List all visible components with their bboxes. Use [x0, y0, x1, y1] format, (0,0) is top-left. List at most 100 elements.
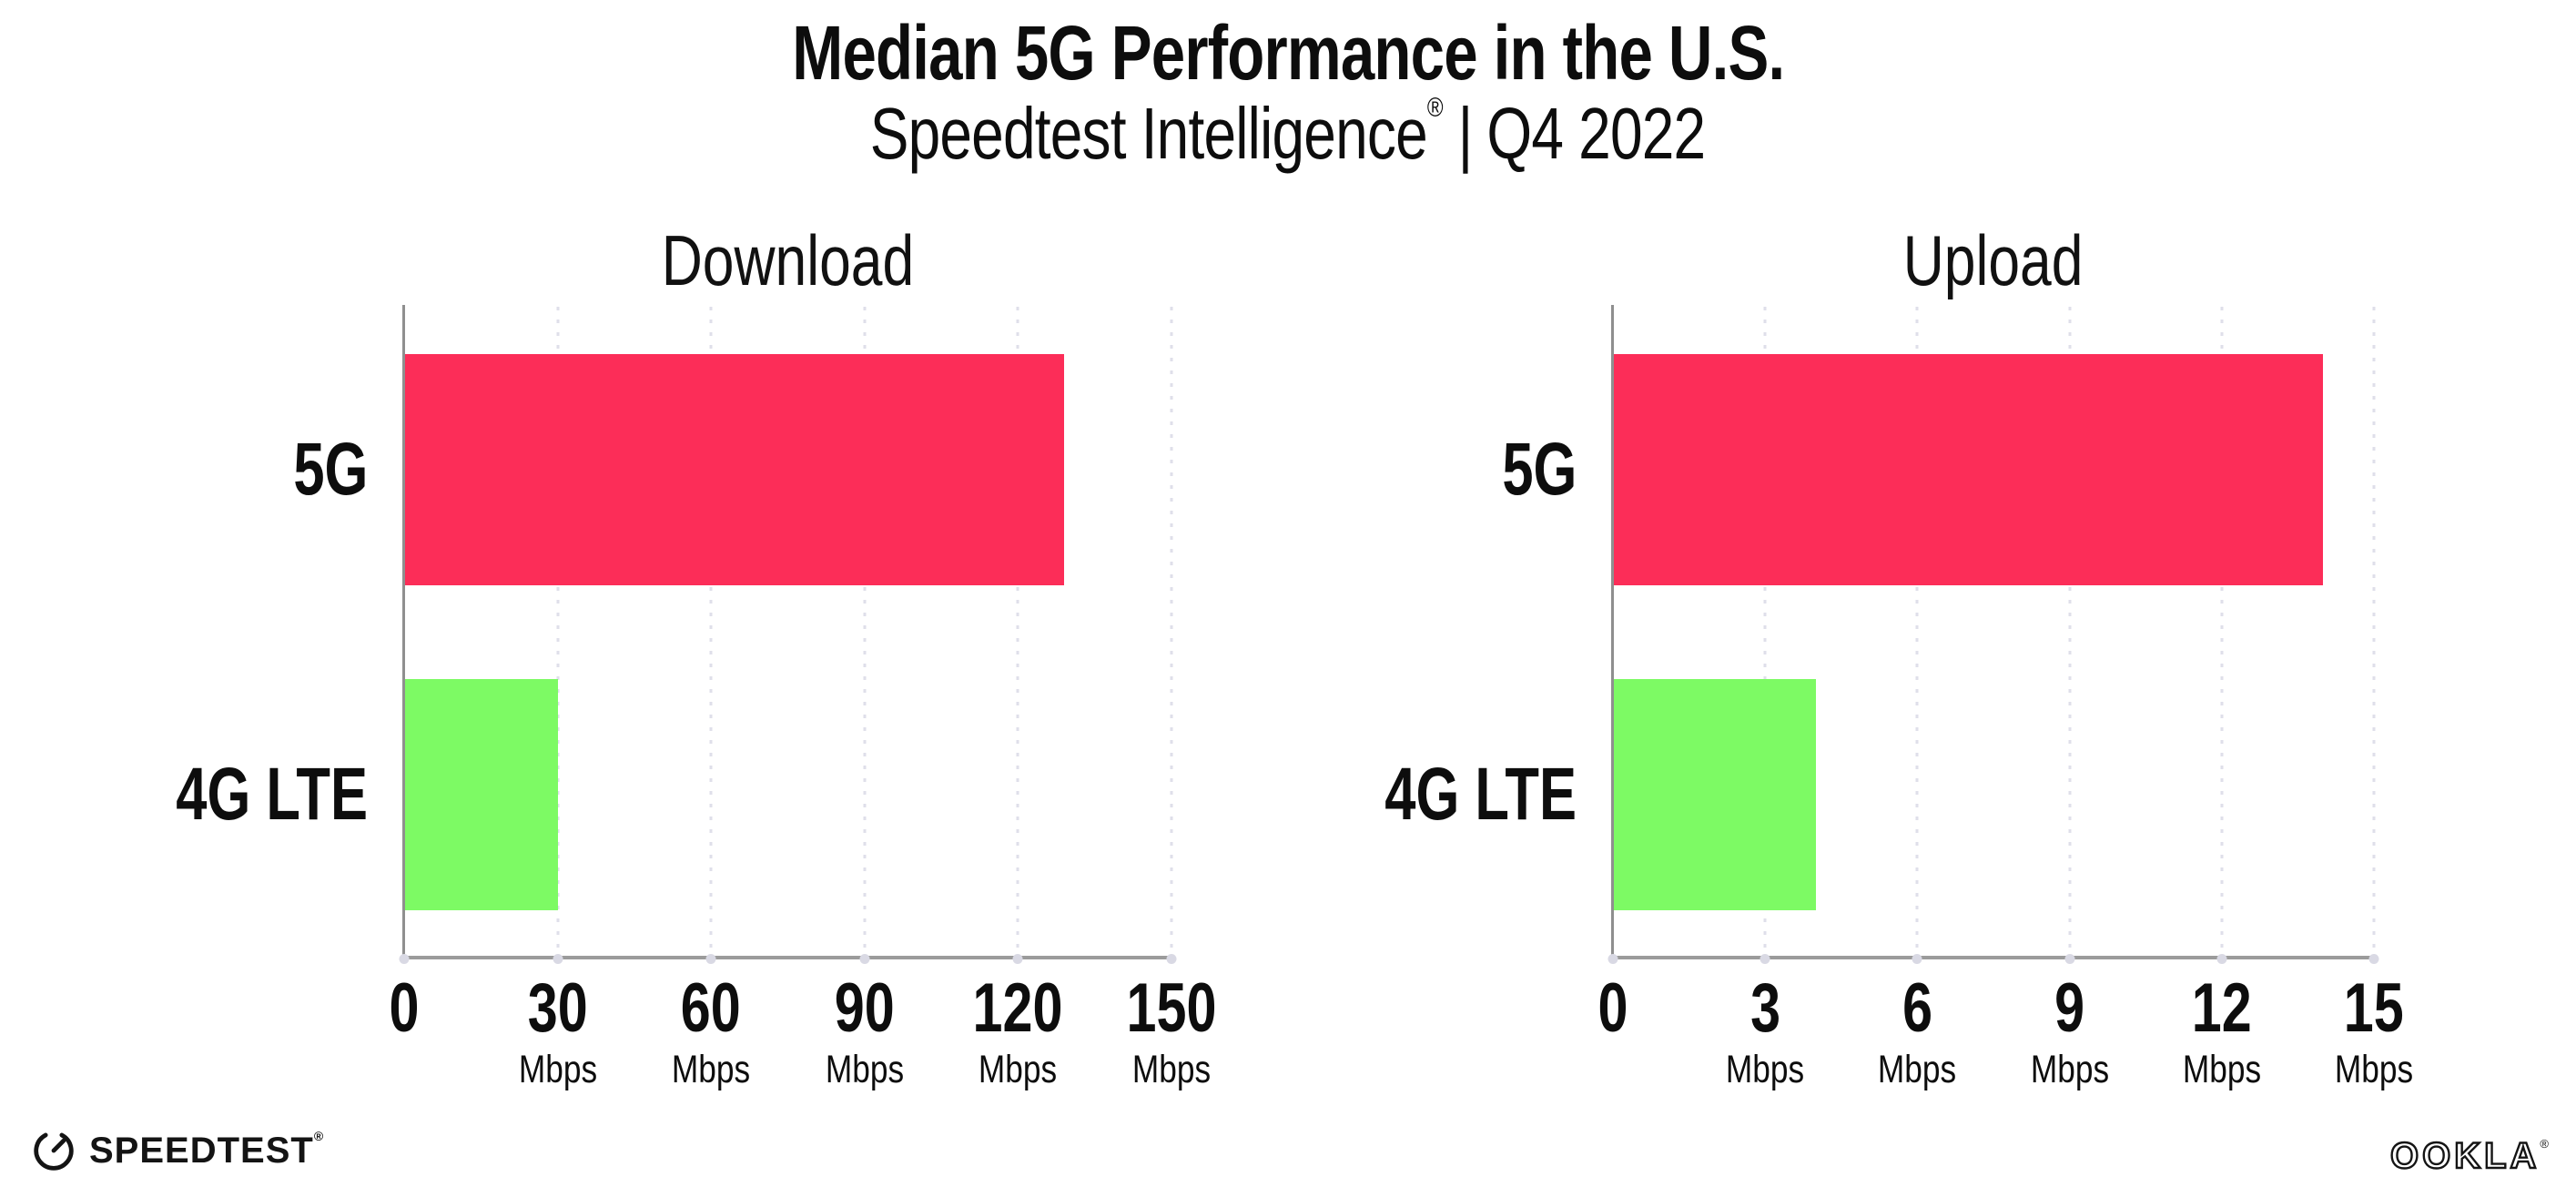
- tick-mark: [553, 954, 563, 964]
- x-tick-number: 9: [2054, 969, 2085, 1047]
- tick-mark: [1607, 954, 1618, 964]
- chart-title-download: Download: [404, 219, 1171, 301]
- tick-mark: [1912, 954, 1922, 964]
- x-tick-unit: Mbps: [2334, 1048, 2414, 1091]
- category-label-text: 5G: [1501, 427, 1577, 511]
- x-tick-unit: Mbps: [2182, 1048, 2261, 1091]
- x-tick-number: 120: [972, 969, 1063, 1047]
- category-label-text: 4G LTE: [1384, 753, 1577, 837]
- subtitle-period: Q4 2022: [1486, 93, 1707, 174]
- x-tick-label: 0: [385, 974, 423, 1043]
- x-tick-number: 15: [2344, 969, 2404, 1047]
- x-tick-number: 30: [527, 969, 588, 1047]
- x-tick-label: 60 Mbps: [664, 974, 759, 1090]
- chart-title-upload: Upload: [1613, 219, 2374, 301]
- gridline: [2372, 307, 2376, 958]
- x-tick-number: 6: [1902, 969, 1932, 1047]
- gridline: [2220, 307, 2224, 958]
- x-tick-label: 9 Mbps: [2022, 974, 2117, 1090]
- gridline: [1915, 307, 1919, 958]
- tick-mark: [2216, 954, 2227, 964]
- x-tick-label: 3 Mbps: [1718, 974, 1813, 1090]
- bar-4g-lte: [1613, 679, 1816, 911]
- subtitle-brand: Speedtest Intelligence: [870, 93, 1428, 174]
- x-tick-label: 90 Mbps: [816, 974, 912, 1090]
- tick-mark: [705, 954, 716, 964]
- y-axis-line: [402, 305, 405, 958]
- x-tick-label: 0: [1594, 974, 1632, 1043]
- x-tick-label: 15 Mbps: [2326, 974, 2421, 1090]
- y-axis-line: [1611, 305, 1614, 958]
- y-axis-labels: 5G 4G LTE: [95, 307, 368, 958]
- category-label-text: 5G: [292, 427, 368, 511]
- x-tick-number: 150: [1126, 969, 1217, 1047]
- gridline: [863, 307, 867, 958]
- x-tick-unit: Mbps: [672, 1048, 751, 1091]
- x-tick-unit: Mbps: [1878, 1048, 1957, 1091]
- x-tick-unit: Mbps: [518, 1048, 597, 1091]
- x-tick-unit: Mbps: [979, 1048, 1058, 1091]
- gridline: [709, 307, 713, 958]
- speedtest-gauge-icon: [34, 1132, 74, 1171]
- x-axis: 0 30 Mbps 60 Mbps 90 Mbps 120 Mbps 150 Mbps: [390, 974, 1217, 1120]
- x-axis-line: [402, 956, 1173, 959]
- gridline: [556, 307, 560, 958]
- gridline: [2068, 307, 2072, 958]
- speedtest-logo: SPEEDTEST®: [31, 1127, 323, 1172]
- bar-5g: [404, 353, 1064, 585]
- x-tick-label: 6 Mbps: [1870, 974, 1965, 1090]
- plot-area: [399, 305, 1177, 964]
- x-tick-number: 12: [2191, 969, 2252, 1047]
- bar-4g-lte: [404, 679, 558, 911]
- category-label: 5G: [269, 427, 368, 512]
- x-tick-number: 3: [1749, 969, 1780, 1047]
- x-tick-unit: Mbps: [1131, 1048, 1212, 1091]
- x-tick-number: 90: [834, 969, 895, 1047]
- category-label: 4G LTE: [1321, 752, 1577, 837]
- x-tick-unit: Mbps: [1726, 1048, 1805, 1091]
- x-tick-number: 60: [681, 969, 742, 1047]
- ookla-logo: OOKLA®: [2389, 1135, 2549, 1177]
- subtitle: Speedtest Intelligence® | Q4 2022: [0, 92, 2576, 176]
- speedtest-wordmark: SPEEDTEST®: [89, 1129, 323, 1172]
- x-tick-label: 120 Mbps: [960, 974, 1076, 1090]
- category-label: 4G LTE: [112, 752, 368, 837]
- registered-trademark-icon: ®: [1427, 93, 1445, 123]
- chart-title-upload-text: Upload: [1903, 220, 2084, 300]
- bar-5g: [1613, 353, 2324, 585]
- tick-mark: [859, 954, 870, 964]
- gridline: [1016, 307, 1019, 958]
- x-tick-label: 12 Mbps: [2174, 974, 2269, 1090]
- gridline: [1170, 307, 1173, 958]
- category-label-text: 4G LTE: [176, 753, 368, 837]
- ookla-wordmark: OOKLA: [2389, 1135, 2541, 1177]
- speedtest-wordmark-text: SPEEDTEST: [89, 1130, 314, 1171]
- tick-mark: [2064, 954, 2075, 964]
- x-tick-number: 0: [1597, 969, 1628, 1047]
- tick-mark: [1760, 954, 1770, 964]
- x-axis-line: [1611, 956, 2376, 959]
- chart-title-download-text: Download: [661, 220, 915, 300]
- x-tick-number: 0: [389, 969, 420, 1047]
- gridline: [1763, 307, 1767, 958]
- x-tick-unit: Mbps: [2030, 1048, 2109, 1091]
- tick-mark: [399, 954, 410, 964]
- ookla-registered-icon: ®: [2540, 1137, 2549, 1151]
- x-tick-unit: Mbps: [825, 1048, 904, 1091]
- tick-mark: [1012, 954, 1023, 964]
- x-tick-label: 30 Mbps: [510, 974, 605, 1090]
- tick-mark: [2368, 954, 2379, 964]
- x-tick-label: 150 Mbps: [1114, 974, 1230, 1090]
- tick-mark: [1166, 954, 1177, 964]
- plot-area: [1607, 305, 2379, 964]
- category-label: 5G: [1477, 427, 1577, 512]
- page-title: Median 5G Performance in the U.S.: [0, 9, 2576, 97]
- subtitle-separator: |: [1458, 93, 1474, 174]
- page-title-text: Median 5G Performance in the U.S.: [791, 10, 1785, 96]
- speedtest-registered-icon: ®: [313, 1128, 324, 1143]
- y-axis-labels: 5G 4G LTE: [1303, 307, 1577, 958]
- x-axis: 0 3 Mbps 6 Mbps 9 Mbps 12 Mbps 15 Mbps: [1598, 974, 2414, 1120]
